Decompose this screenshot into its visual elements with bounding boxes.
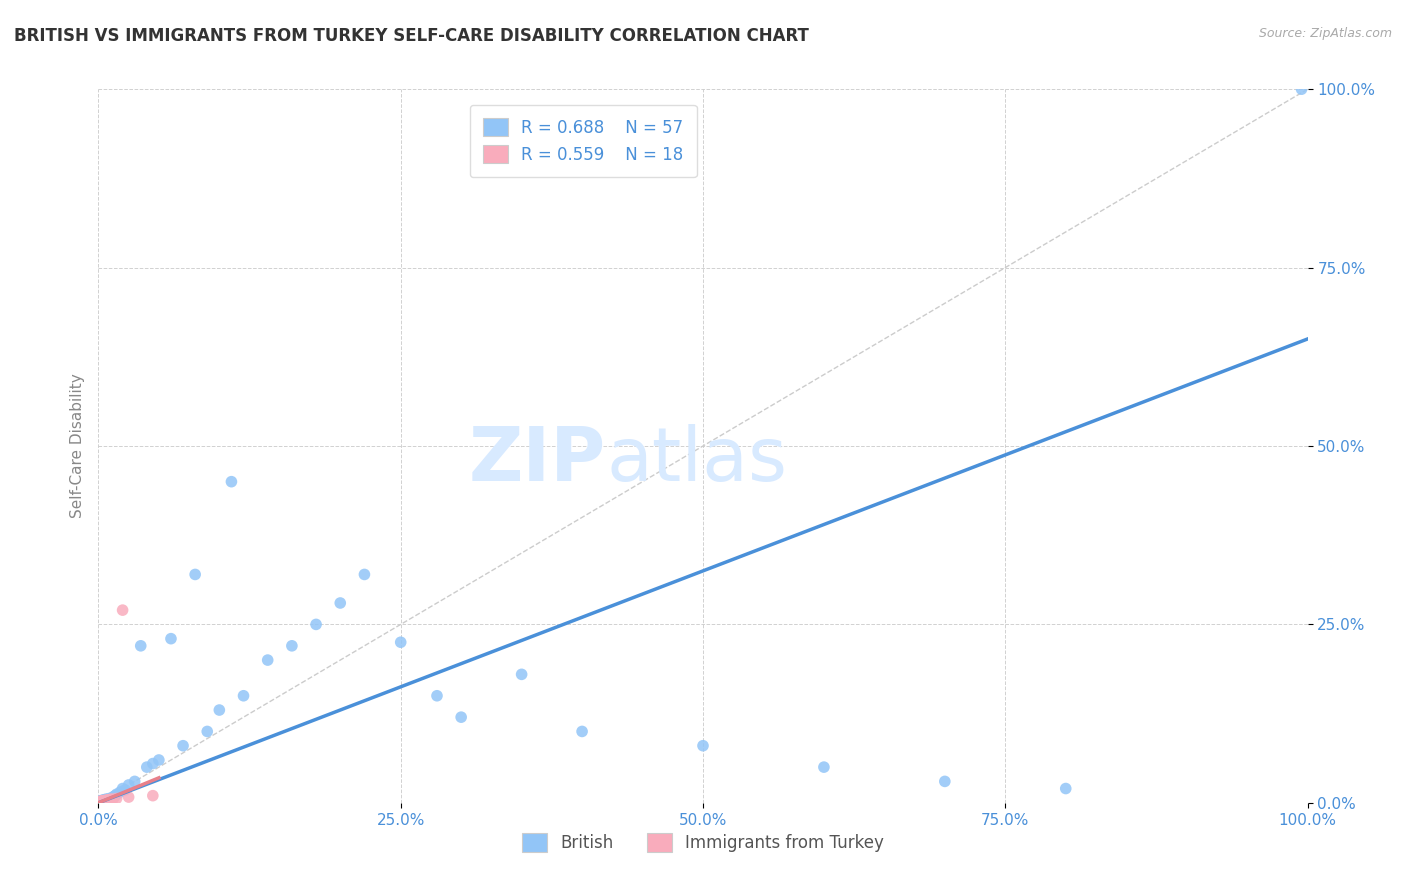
Point <box>105 791 128 805</box>
Point <box>221 475 243 489</box>
Point <box>93 794 115 808</box>
Point <box>148 753 170 767</box>
Point <box>91 794 114 808</box>
Point <box>934 774 956 789</box>
Point <box>90 794 112 808</box>
Point <box>111 603 134 617</box>
Point <box>96 793 118 807</box>
Point <box>111 781 134 796</box>
Point <box>232 689 254 703</box>
Point <box>91 794 114 808</box>
Point <box>510 667 533 681</box>
Point <box>89 795 111 809</box>
Text: atlas: atlas <box>606 424 787 497</box>
Point <box>208 703 231 717</box>
Point <box>98 791 121 805</box>
Point <box>305 617 328 632</box>
Point <box>100 791 122 805</box>
Point <box>100 792 122 806</box>
Point <box>571 724 593 739</box>
Point <box>94 792 117 806</box>
Point <box>118 790 141 805</box>
Point <box>353 567 375 582</box>
Point <box>692 739 714 753</box>
Point <box>91 794 114 808</box>
Point <box>129 639 152 653</box>
Point <box>93 794 115 808</box>
Point <box>90 794 112 808</box>
Point <box>1054 781 1077 796</box>
Point <box>160 632 183 646</box>
Point <box>96 793 118 807</box>
Text: Source: ZipAtlas.com: Source: ZipAtlas.com <box>1258 27 1392 40</box>
Point <box>91 793 114 807</box>
Point <box>105 787 128 801</box>
Point <box>142 789 165 803</box>
Point <box>97 793 120 807</box>
Point <box>93 794 115 808</box>
Point <box>389 635 412 649</box>
Legend: British, Immigrants from Turkey: British, Immigrants from Turkey <box>515 827 891 859</box>
Point <box>108 785 131 799</box>
Point <box>172 739 194 753</box>
Point <box>426 689 449 703</box>
Point <box>90 795 112 809</box>
Point <box>90 794 112 808</box>
Point <box>91 795 114 809</box>
Point <box>91 794 114 808</box>
Point <box>813 760 835 774</box>
Point <box>114 783 136 797</box>
Point <box>281 639 304 653</box>
Point <box>1291 82 1313 96</box>
Point <box>101 790 124 805</box>
Point <box>91 794 114 808</box>
Point <box>142 756 165 771</box>
Point <box>94 794 117 808</box>
Point <box>135 760 157 774</box>
Text: BRITISH VS IMMIGRANTS FROM TURKEY SELF-CARE DISABILITY CORRELATION CHART: BRITISH VS IMMIGRANTS FROM TURKEY SELF-C… <box>14 27 808 45</box>
Point <box>89 794 111 808</box>
Point <box>93 793 115 807</box>
Point <box>90 795 112 809</box>
Y-axis label: Self-Care Disability: Self-Care Disability <box>69 374 84 518</box>
Point <box>124 774 146 789</box>
Point <box>195 724 218 739</box>
Point <box>184 567 207 582</box>
Point <box>100 792 122 806</box>
Point <box>96 794 118 808</box>
Point <box>118 778 141 792</box>
Point <box>89 794 111 808</box>
Text: ZIP: ZIP <box>470 424 606 497</box>
Point <box>256 653 278 667</box>
Point <box>89 795 111 809</box>
Point <box>103 789 125 804</box>
Point <box>91 794 114 808</box>
Point <box>101 792 124 806</box>
Point <box>450 710 472 724</box>
Point <box>104 789 127 803</box>
Point <box>97 793 120 807</box>
Point <box>94 794 117 808</box>
Point <box>96 792 118 806</box>
Point <box>329 596 352 610</box>
Point <box>93 794 115 808</box>
